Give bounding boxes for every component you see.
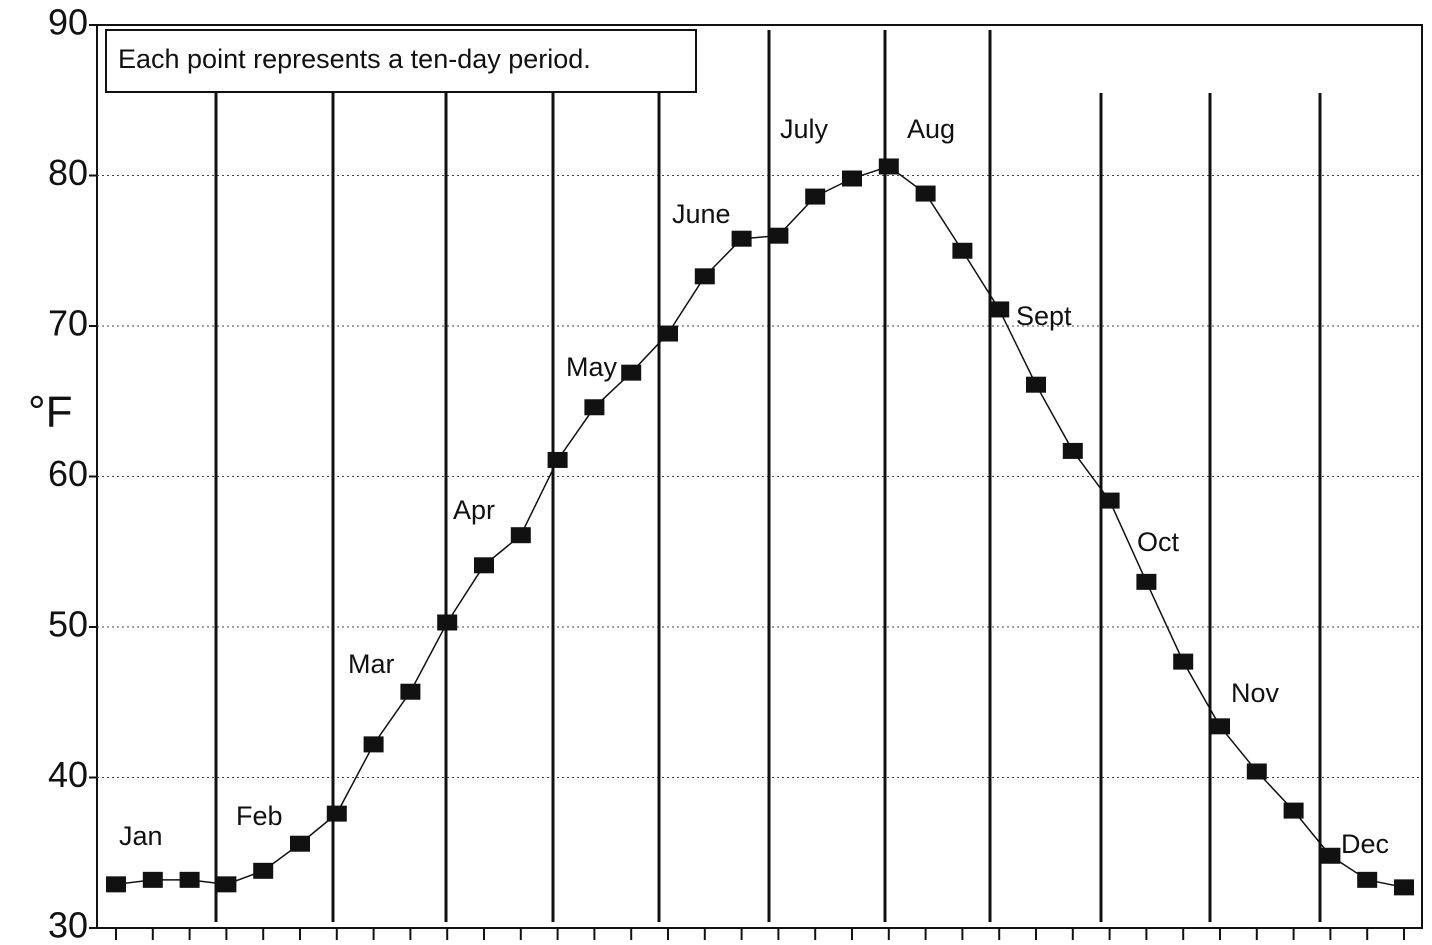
data-point — [731, 230, 752, 247]
data-point — [842, 170, 862, 187]
data-point — [584, 399, 605, 416]
data-point — [1283, 802, 1304, 819]
y-tick-label: 50 — [48, 604, 88, 645]
y-axis-label: °F — [28, 388, 72, 437]
data-point — [106, 876, 126, 893]
month-label: June — [672, 199, 731, 229]
month-label: July — [780, 114, 829, 144]
data-point — [1026, 376, 1046, 393]
y-tick-label: 70 — [48, 303, 88, 344]
data-point — [1173, 653, 1194, 670]
data-point — [216, 876, 237, 893]
data-point — [1246, 763, 1267, 780]
data-point — [474, 557, 494, 574]
y-tick-label: 40 — [48, 754, 88, 795]
data-point — [1099, 492, 1120, 509]
data-point — [510, 527, 531, 544]
data-point — [658, 325, 678, 342]
month-label: Mar — [348, 649, 395, 679]
data-point — [290, 835, 310, 852]
month-label: Dec — [1341, 829, 1389, 859]
month-label: Oct — [1137, 527, 1180, 557]
data-point — [437, 614, 458, 631]
data-point — [253, 862, 274, 879]
data-point — [694, 268, 715, 285]
month-label: Feb — [236, 801, 283, 831]
y-tick-label: 60 — [48, 453, 88, 494]
month-label: Apr — [453, 495, 495, 525]
data-point — [989, 301, 1010, 318]
data-point — [363, 736, 384, 753]
note-box — [105, 29, 697, 93]
data-point — [768, 227, 789, 244]
data-point — [179, 871, 200, 888]
note: Each point represents a ten-day period. — [118, 44, 591, 74]
data-point — [1210, 718, 1230, 735]
month-label: Sept — [1016, 301, 1072, 331]
month-label: Nov — [1231, 678, 1280, 708]
data-point — [878, 158, 899, 175]
data-point — [1062, 442, 1083, 459]
month-label: Jan — [119, 821, 163, 851]
y-tick-label: 30 — [48, 905, 88, 945]
data-point — [805, 188, 826, 205]
data-point — [400, 683, 421, 700]
data-point — [547, 451, 568, 468]
month-label: May — [566, 352, 618, 382]
y-tick-label: 90 — [48, 2, 88, 43]
month-label: Aug — [907, 114, 955, 144]
data-point — [1320, 847, 1341, 864]
data-point — [1394, 879, 1414, 896]
data-point — [952, 242, 973, 259]
data-point — [326, 805, 347, 822]
data-point — [621, 364, 642, 381]
data-point — [1357, 871, 1378, 888]
data-point — [142, 871, 163, 888]
data-point — [915, 185, 936, 202]
data-point — [1136, 573, 1157, 590]
y-tick-label: 80 — [48, 152, 88, 193]
